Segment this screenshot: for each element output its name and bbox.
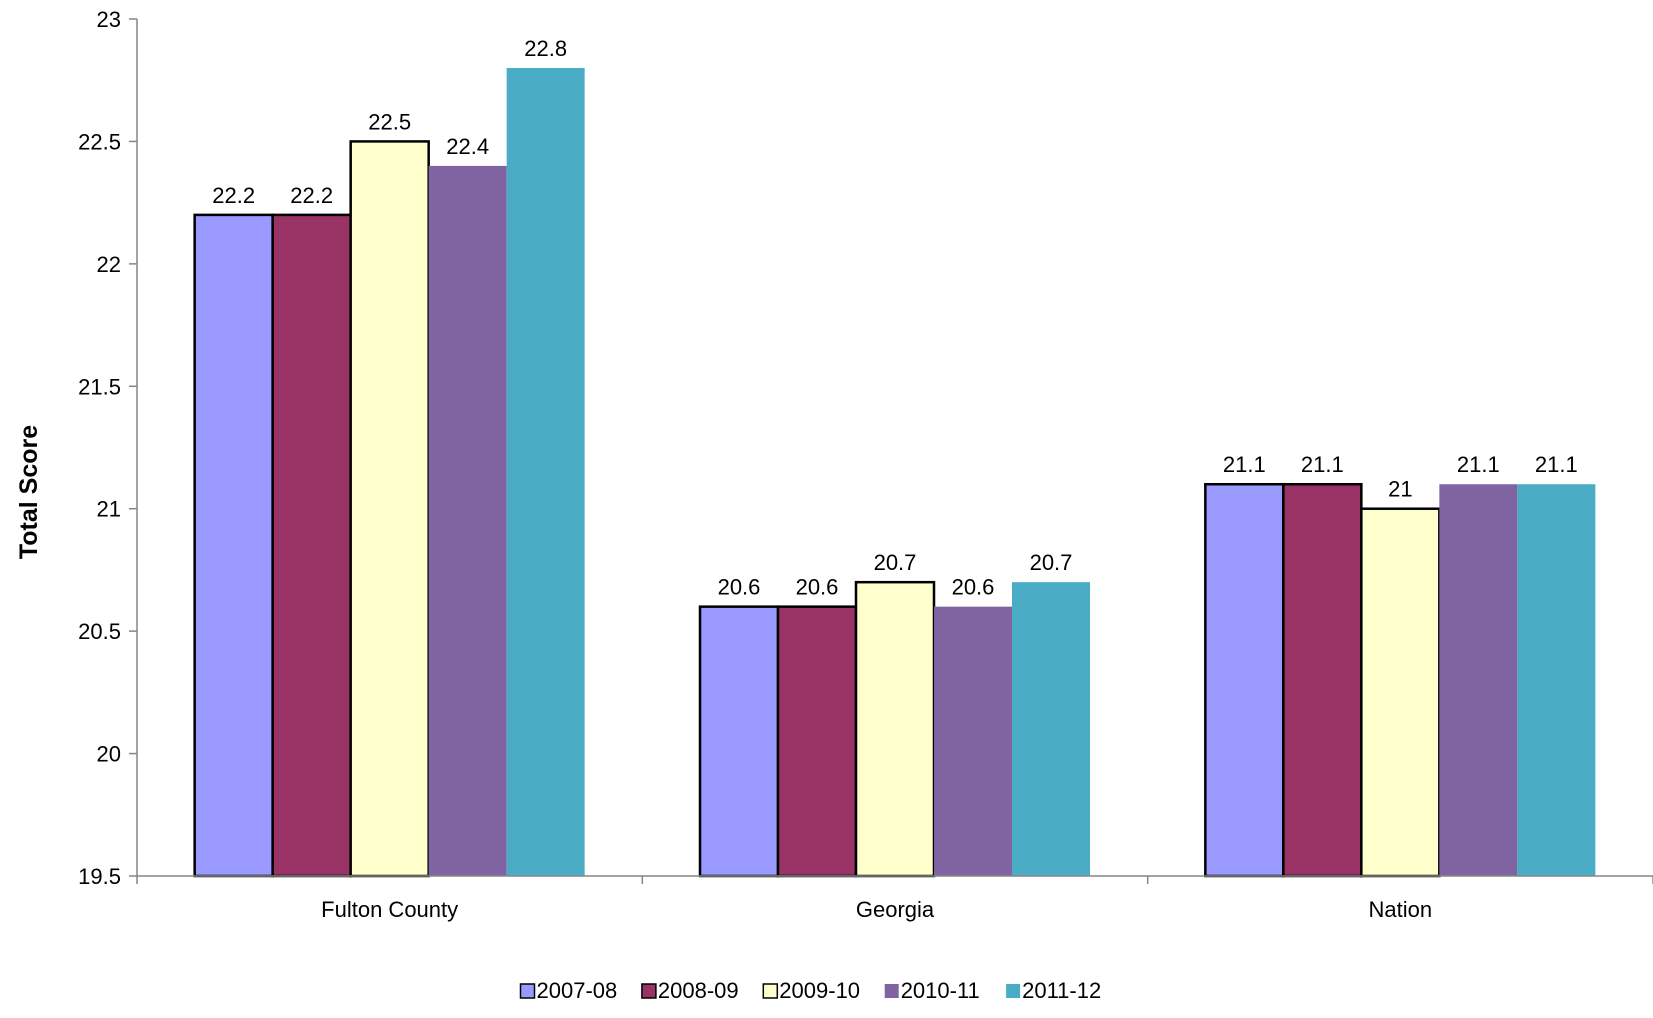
- y-axis-title: Total Score: [15, 425, 43, 559]
- data-label: 22.8: [524, 36, 567, 61]
- data-label: 21: [1388, 477, 1412, 502]
- legend-swatch: [884, 984, 899, 998]
- data-labels-layer: 22.2 22.2 22.5 22.4 22.8 20.6 20.6 20.7 20.6 20.7…: [212, 36, 1577, 600]
- data-label: 22.5: [368, 109, 411, 134]
- data-label: 22.4: [446, 134, 489, 159]
- bar: [349, 140, 430, 878]
- y-tick-label: 22: [97, 252, 121, 277]
- bar: [1517, 484, 1596, 876]
- data-label: 21.1: [1301, 452, 1344, 477]
- bar: [776, 605, 858, 878]
- y-tick-label: 23: [97, 7, 121, 32]
- x-tick-label: Fulton County: [321, 897, 458, 922]
- y-tick-label: 20.5: [78, 619, 121, 644]
- y-tick-label: 19.5: [78, 864, 121, 889]
- bars-layer: [193, 67, 1596, 878]
- x-tick-label: Georgia: [856, 897, 935, 922]
- legend-swatch: [519, 983, 536, 999]
- data-label: 21.1: [1535, 452, 1578, 477]
- data-label: 20.7: [874, 550, 917, 575]
- legend-label: 2007-08: [537, 978, 618, 1003]
- data-label: 21.1: [1457, 452, 1500, 477]
- bar: [428, 165, 507, 876]
- bar: [698, 605, 780, 878]
- data-label: 20.7: [1030, 550, 1073, 575]
- data-label: 20.6: [718, 575, 761, 600]
- data-label: 20.6: [952, 575, 995, 600]
- legend-label: 2010-11: [901, 978, 980, 1003]
- y-tick-label: 22.5: [78, 129, 121, 154]
- bar: [193, 213, 274, 878]
- legend-swatch: [762, 983, 779, 999]
- data-label: 21.1: [1223, 452, 1266, 477]
- legend: 2007-08 2008-09 2009-10 2010-11 2011-12: [519, 978, 1101, 1003]
- legend-label: 2011-12: [1022, 978, 1101, 1003]
- axes-layer: Fulton County Georgia Nation 19.5 20 20.5 21 21…: [78, 7, 1653, 922]
- y-tick-label: 21.5: [78, 374, 121, 399]
- bar: [1282, 482, 1363, 878]
- bar: [934, 606, 1012, 876]
- data-label: 20.6: [796, 575, 839, 600]
- x-tick-label: Nation: [1369, 897, 1433, 922]
- legend-swatch: [1006, 984, 1021, 998]
- bar: [1360, 507, 1441, 878]
- y-tick-label: 21: [97, 497, 121, 522]
- y-tick-label: 20: [97, 742, 121, 767]
- bar: [1012, 582, 1090, 876]
- bar: [1439, 484, 1518, 876]
- bar: [854, 580, 936, 878]
- data-label: 22.2: [212, 183, 255, 208]
- bar: [506, 67, 585, 876]
- legend-label: 2009-10: [779, 978, 860, 1003]
- legend-label: 2008-09: [658, 978, 739, 1003]
- bar: [271, 213, 352, 878]
- legend-swatch: [641, 983, 657, 999]
- bar: [1204, 482, 1285, 878]
- data-label: 22.2: [290, 183, 333, 208]
